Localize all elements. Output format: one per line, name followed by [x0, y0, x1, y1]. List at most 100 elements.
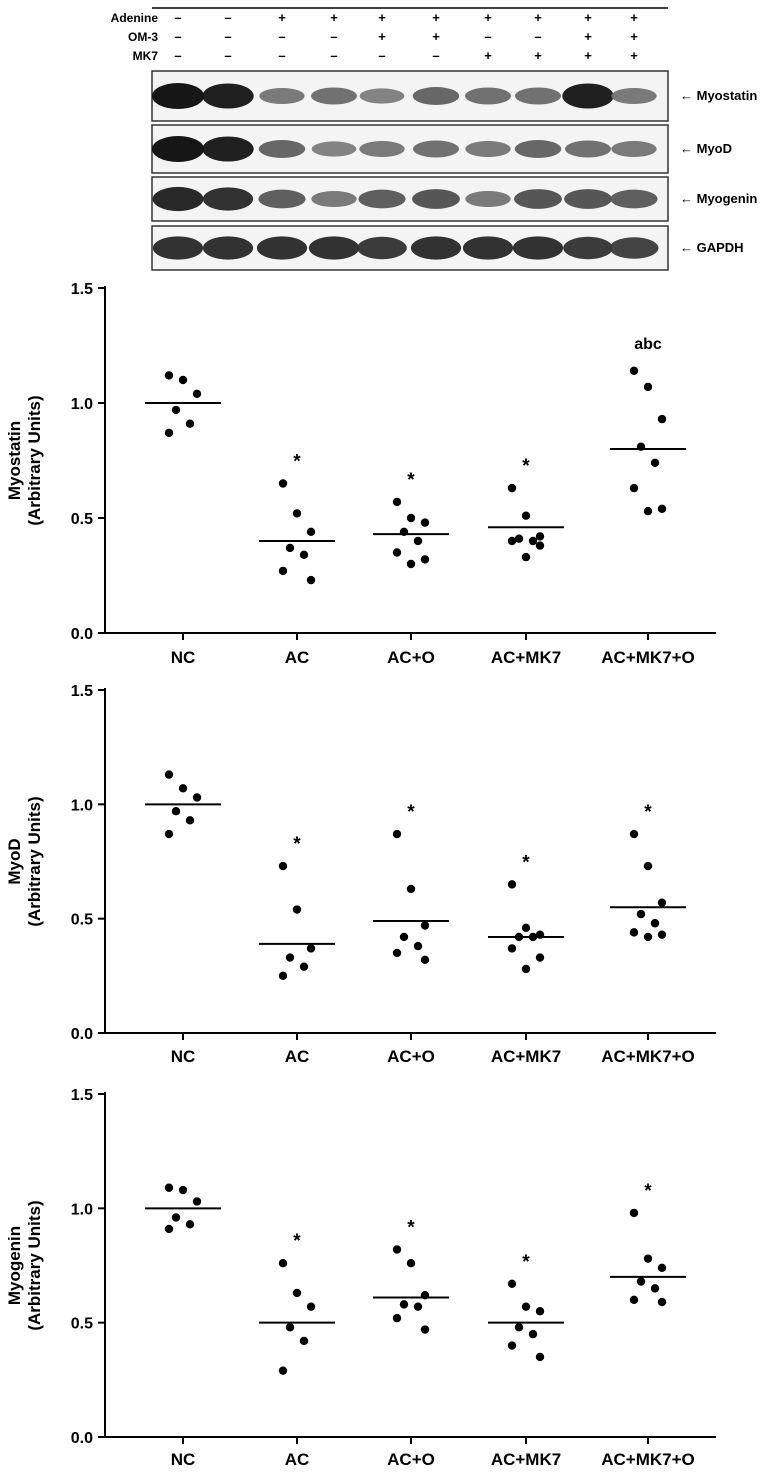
data-point — [178, 1185, 188, 1195]
condition-sign: – — [224, 29, 231, 44]
condition-sign: + — [278, 10, 286, 25]
y-axis-label: (Arbitrary Units) — [25, 796, 44, 926]
data-point — [164, 770, 174, 779]
y-axis-label: (Arbitrary Units) — [25, 1200, 44, 1330]
x-tick-label: AC — [285, 1450, 310, 1469]
y-tick-label: 1.0 — [71, 1201, 93, 1218]
condition-sign: – — [224, 10, 231, 25]
data-point — [420, 518, 430, 527]
data-point — [657, 930, 667, 939]
condition-label-adenine: Adenine — [111, 11, 159, 25]
blot-band — [359, 140, 405, 158]
significance-label: abc — [634, 336, 662, 353]
data-point — [420, 1325, 430, 1334]
condition-sign: – — [224, 48, 231, 63]
data-point — [413, 1302, 423, 1311]
significance-label: * — [293, 834, 301, 855]
data-point — [413, 536, 423, 546]
x-tick-label: AC+MK7+O — [601, 648, 695, 667]
y-tick-label: 1.0 — [71, 797, 93, 814]
data-point — [392, 1313, 402, 1323]
data-point — [399, 1300, 409, 1309]
blot-band — [152, 186, 204, 212]
condition-sign: – — [432, 48, 439, 63]
data-point — [629, 829, 639, 839]
data-point — [285, 1323, 295, 1332]
y-tick-label: 1.5 — [71, 683, 93, 700]
y-axis-label: (Arbitrary Units) — [25, 395, 44, 525]
condition-sign: – — [174, 48, 181, 63]
data-point — [406, 884, 416, 894]
data-point — [657, 1297, 667, 1307]
y-tick-label: 0.0 — [71, 626, 93, 643]
blot-band — [308, 236, 360, 260]
data-point — [299, 962, 309, 971]
x-tick-label: AC+O — [387, 648, 435, 667]
data-point — [535, 1352, 545, 1362]
blot-band — [152, 136, 204, 162]
x-tick-label: AC — [285, 1047, 310, 1066]
data-point — [507, 944, 517, 953]
data-point — [657, 414, 667, 424]
blot-band — [256, 236, 308, 260]
data-point — [657, 1263, 667, 1272]
blot-band — [359, 88, 405, 104]
data-point — [528, 536, 538, 546]
data-point — [178, 784, 188, 793]
data-point — [306, 1302, 316, 1311]
blot-band — [462, 236, 514, 260]
data-point — [278, 1366, 288, 1375]
data-point — [306, 575, 316, 585]
data-point — [185, 419, 195, 428]
data-point — [650, 919, 660, 928]
condition-sign: + — [378, 10, 386, 25]
x-tick-label: AC+MK7+O — [601, 1450, 695, 1469]
y-tick-label: 1.0 — [71, 396, 93, 413]
data-point — [399, 932, 409, 942]
y-tick-label: 1.5 — [71, 281, 93, 298]
data-point — [299, 1336, 309, 1346]
condition-sign: + — [584, 29, 592, 44]
data-point — [164, 1183, 174, 1192]
band-label: ← MyoD — [680, 141, 732, 156]
data-point — [306, 944, 316, 953]
data-point — [192, 793, 202, 802]
data-point — [643, 506, 653, 516]
blot-band — [465, 140, 511, 158]
data-point — [306, 527, 316, 536]
data-point — [278, 479, 288, 488]
x-tick-label: AC+O — [387, 1450, 435, 1469]
blot-band — [410, 236, 462, 260]
data-point — [514, 1323, 524, 1332]
blot-band — [202, 136, 254, 162]
condition-sign: + — [378, 29, 386, 44]
condition-sign: – — [174, 29, 181, 44]
data-point — [278, 566, 288, 576]
western-blot: Adenine – – + + + + + + + + OM-3 – – – – + + – – + + MK7 – – – – – –… — [111, 7, 757, 271]
data-point — [164, 1224, 174, 1234]
significance-label: * — [407, 802, 415, 823]
blot-panel: ← GAPDH — [151, 225, 744, 271]
blot-band — [413, 140, 459, 158]
blot-band — [562, 83, 614, 109]
data-point — [164, 428, 174, 438]
data-point — [392, 829, 402, 839]
blot-band — [258, 140, 306, 158]
y-tick-label: 0.0 — [71, 1430, 93, 1447]
data-point — [636, 1277, 646, 1286]
y-tick-label: 1.5 — [71, 1087, 93, 1104]
condition-sign: – — [534, 29, 541, 44]
blot-band — [563, 236, 613, 260]
band-label: ← Myogenin — [680, 191, 757, 206]
data-point — [299, 550, 309, 559]
data-point — [292, 905, 302, 914]
data-point — [164, 371, 174, 380]
condition-sign: + — [534, 48, 542, 63]
data-point — [629, 1295, 639, 1305]
data-point — [507, 536, 517, 546]
y-tick-label: 0.5 — [71, 912, 93, 929]
data-point — [629, 1208, 639, 1218]
condition-label-mk7: MK7 — [133, 49, 159, 63]
myostatin-chart: 0.0 0.5 1.0 1.5 Myostatin (Arbitrary Units) NC… — [5, 281, 716, 667]
data-point — [413, 941, 423, 951]
